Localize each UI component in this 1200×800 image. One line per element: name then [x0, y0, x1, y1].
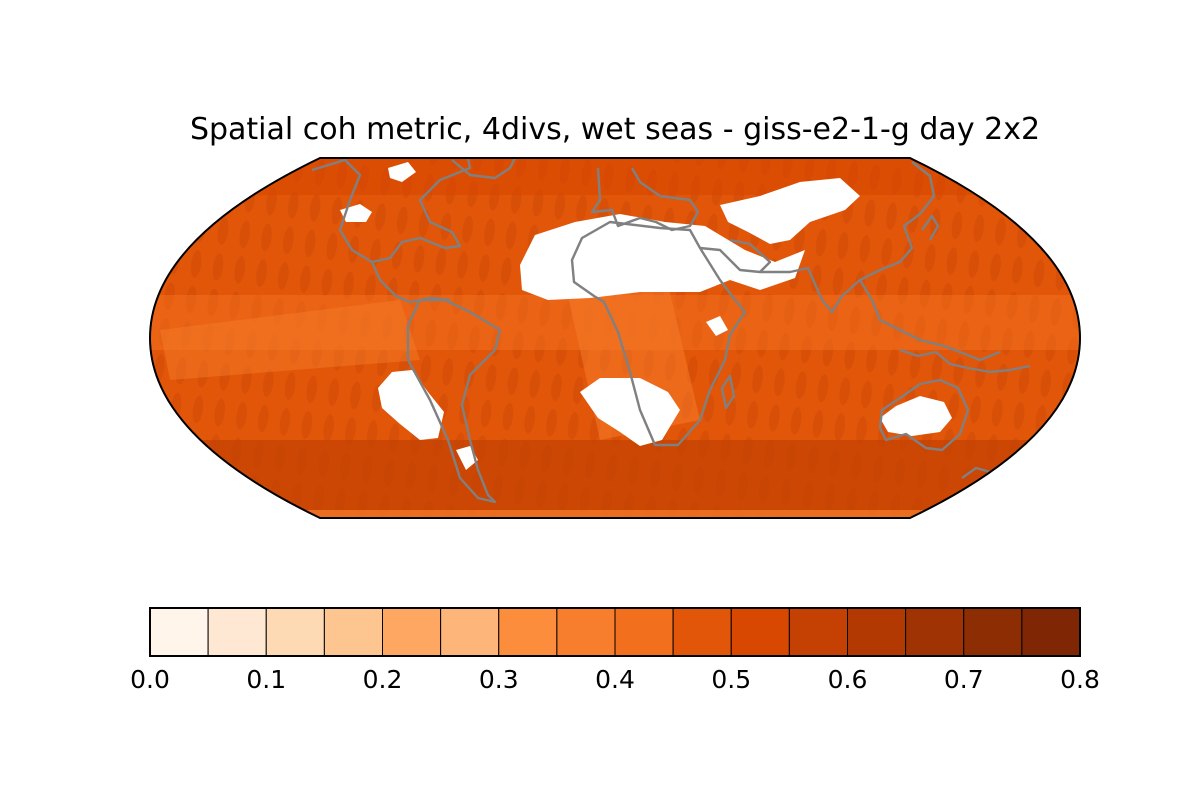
europe-coast [590, 167, 700, 232]
colorbar-swatch [788, 607, 848, 657]
central-america-coast [370, 261, 451, 304]
greenland-mask [388, 162, 416, 182]
indonesia-coast [899, 348, 1031, 374]
colorbar-tick-label: 0.8 [1060, 665, 1100, 694]
south-america-mask [378, 370, 444, 440]
coastlines [311, 158, 1031, 504]
colorbar-tick-label: 0.3 [479, 665, 519, 694]
southeast-asia-coast [858, 279, 1001, 362]
central-asia-mask [720, 178, 860, 244]
colorbar-tick-labels: 0.0 0.1 0.2 0.3 0.4 0.5 0.6 0.7 0.8 [130, 665, 1100, 694]
colorbar-swatch [498, 607, 558, 657]
australia-coast [878, 378, 970, 452]
colorbar-tick-label: 0.2 [363, 665, 403, 694]
colorbar-swatch [847, 607, 907, 657]
madagascar-coast [720, 374, 736, 410]
sahara-mask [520, 214, 805, 300]
southern-ocean-band [150, 440, 1080, 518]
map-border [148, 157, 1082, 519]
map-field [150, 158, 1080, 518]
pacific-light-streak [160, 300, 420, 380]
south-america-coast [406, 298, 502, 504]
bottom-edge-band [150, 510, 1080, 518]
colorbar-swatch [672, 607, 732, 657]
page-title: Spatial coh metric, 4divs, wet seas - gi… [189, 112, 1041, 147]
colorbar-swatch [323, 607, 383, 657]
colorbar-swatch [556, 607, 616, 657]
colorbar-swatch [149, 607, 209, 657]
colorbar-swatch [963, 607, 1023, 657]
colorbar-tick-label: 0.6 [828, 665, 868, 694]
southern-africa-mask [580, 378, 680, 446]
colorbar-swatch [1021, 607, 1081, 657]
colorbar-swatch [207, 607, 267, 657]
colorbar-tick-label: 0.5 [711, 665, 751, 694]
north-america-coast [311, 158, 472, 264]
greenland-coast [451, 158, 517, 180]
australia-mask [880, 396, 952, 436]
colorbar-swatch [440, 607, 500, 657]
colorbar-tick-label: 0.4 [595, 665, 635, 694]
japan-coast [921, 214, 940, 241]
africa-coast [570, 220, 747, 447]
horn-africa-mask [706, 316, 728, 336]
asia-coast [760, 161, 936, 314]
colorbar-tick-label: 0.1 [246, 665, 286, 694]
colorbar-swatches [149, 607, 1081, 657]
colorbar-tick-label: 0.0 [130, 665, 170, 694]
masked-regions [340, 162, 952, 470]
colorbar-swatch [905, 607, 965, 657]
colorbar-border [149, 607, 1081, 657]
colorbar-swatch [382, 607, 442, 657]
colorbar-swatch [614, 607, 674, 657]
colorbar-swatch [265, 607, 325, 657]
colorbar-tick-label: 0.7 [944, 665, 984, 694]
colorbar-swatch [730, 607, 790, 657]
